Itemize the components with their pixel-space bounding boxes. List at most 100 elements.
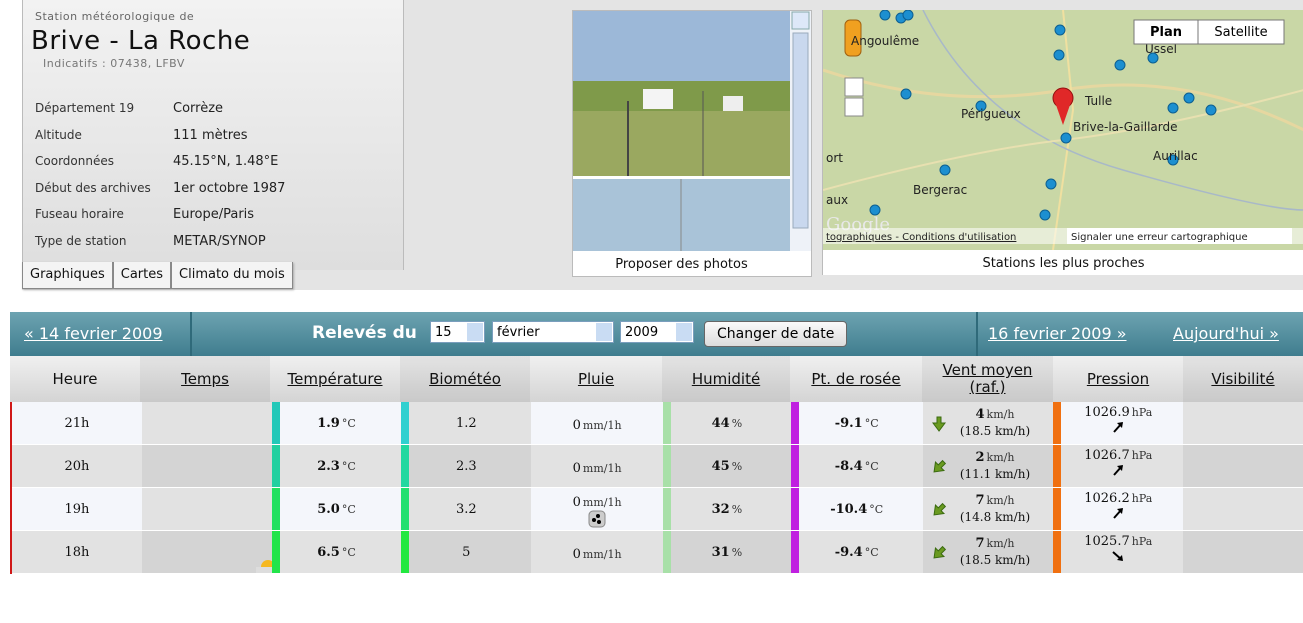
color-bar bbox=[791, 445, 799, 487]
column-header[interactable]: Pluie bbox=[530, 356, 662, 402]
column-header[interactable]: Vent moyen (raf.) bbox=[922, 356, 1053, 402]
table-cell: -9.4°C bbox=[791, 531, 923, 574]
color-bar bbox=[1053, 445, 1061, 487]
place-label: ort bbox=[826, 151, 843, 165]
tab[interactable]: Climato du mois bbox=[171, 262, 293, 289]
column-header[interactable]: Temps bbox=[140, 356, 270, 402]
table-cell: 7km/h(18.5 km/h) bbox=[923, 531, 1054, 574]
wind-arrow-svg bbox=[931, 416, 947, 432]
biometeo: 1.2 bbox=[456, 416, 477, 431]
table-cell bbox=[142, 531, 272, 574]
table-cell: 5.0°C bbox=[272, 488, 402, 531]
color-bar bbox=[663, 402, 671, 444]
station-label: Station météorologique de bbox=[35, 10, 194, 23]
unit: % bbox=[732, 460, 742, 473]
place-label: Bergerac bbox=[913, 183, 967, 197]
map-report[interactable]: Signaler une erreur cartographique bbox=[1071, 232, 1248, 243]
map-button[interactable]: Satellite bbox=[1214, 25, 1267, 40]
map-terms[interactable]: tographiques - Conditions d'utilisation bbox=[826, 232, 1016, 243]
temperature: 1.9 bbox=[317, 416, 340, 431]
color-bar bbox=[272, 445, 280, 487]
table-cell: 1.2 bbox=[401, 402, 531, 445]
column-header: Heure bbox=[10, 356, 140, 402]
humidity: 45 bbox=[712, 459, 730, 474]
day-select[interactable]: 15 bbox=[430, 321, 485, 343]
column-header[interactable]: Pression bbox=[1053, 356, 1183, 402]
date-label: Relevés du bbox=[312, 323, 417, 343]
wind: 7 bbox=[976, 536, 985, 551]
table-cell: 32% bbox=[663, 488, 791, 531]
wind-arrow bbox=[931, 459, 947, 475]
month-select[interactable]: février bbox=[492, 321, 614, 343]
color-bar bbox=[272, 531, 280, 573]
rain-icon-svg bbox=[588, 510, 606, 528]
tab[interactable]: Graphiques bbox=[22, 262, 113, 289]
change-date-button[interactable]: Changer de date bbox=[704, 321, 847, 347]
column-header[interactable]: Température bbox=[270, 356, 400, 402]
color-bar bbox=[272, 488, 280, 530]
next-day-link[interactable]: 16 fevrier 2009 » bbox=[988, 324, 1127, 343]
place-label: Tulle bbox=[1084, 94, 1112, 108]
info-key: Fuseau horaire bbox=[35, 207, 173, 221]
temperature: 5.0 bbox=[317, 502, 340, 517]
pressure-trend-svg bbox=[1111, 463, 1125, 477]
date-nav: « 14 fevrier 2009 Relevés du 15 février … bbox=[10, 312, 1303, 356]
hour: 19h bbox=[64, 502, 89, 517]
column-header[interactable]: Humidité bbox=[662, 356, 790, 402]
hour: 18h bbox=[64, 545, 89, 560]
humidity: 44 bbox=[712, 416, 730, 431]
table-cell: 1026.2hPa bbox=[1053, 488, 1183, 531]
info-key: Type de station bbox=[35, 234, 173, 248]
table-cell: 20h bbox=[12, 445, 142, 488]
tab[interactable]: Cartes bbox=[113, 262, 171, 289]
prev-day-link[interactable]: « 14 fevrier 2009 bbox=[24, 324, 163, 343]
table-cell bbox=[142, 488, 272, 531]
color-bar bbox=[401, 445, 409, 487]
table-cell: -9.1°C bbox=[791, 402, 923, 445]
color-bar bbox=[791, 488, 799, 530]
info-key: Altitude bbox=[35, 128, 173, 142]
table-cell: 19h bbox=[12, 488, 142, 531]
gust: (18.5 km/h) bbox=[960, 552, 1030, 569]
temperature: 2.3 bbox=[317, 459, 340, 474]
map[interactable]: Angoulême Ussel Périgueux Tulle Brive-la… bbox=[823, 10, 1303, 250]
photo bbox=[573, 11, 811, 251]
gust: (18.5 km/h) bbox=[960, 423, 1030, 440]
unit: °C bbox=[342, 417, 356, 430]
unit: % bbox=[732, 546, 742, 559]
table-cell: 4km/h(18.5 km/h) bbox=[923, 402, 1054, 445]
pressure: 1026.7 bbox=[1084, 448, 1130, 463]
wind-line: 4km/h bbox=[960, 406, 1030, 423]
unit: hPa bbox=[1132, 535, 1153, 548]
year-select[interactable]: 2009 bbox=[620, 321, 694, 343]
biometeo: 5 bbox=[462, 545, 470, 560]
column-header[interactable]: Biométéo bbox=[400, 356, 530, 402]
rain: 0 bbox=[573, 418, 581, 433]
wind-arrow bbox=[931, 502, 947, 518]
table-cell bbox=[1183, 445, 1303, 488]
unit: hPa bbox=[1132, 449, 1153, 462]
map-button[interactable]: Plan bbox=[1150, 25, 1182, 40]
wind-block: 2km/h(11.1 km/h) bbox=[960, 449, 1030, 483]
column-header[interactable]: Visibilité bbox=[1183, 356, 1303, 402]
table-cell bbox=[1183, 488, 1303, 531]
info-value: 111 mètres bbox=[173, 128, 248, 143]
color-bar bbox=[663, 531, 671, 573]
unit: °C bbox=[865, 417, 879, 430]
unit: °C bbox=[342, 460, 356, 473]
table-cell: 18h bbox=[12, 531, 142, 574]
photo-caption[interactable]: Proposer des photos bbox=[573, 257, 790, 272]
unit: hPa bbox=[1132, 492, 1153, 505]
column-header[interactable]: Pt. de rosée bbox=[790, 356, 922, 402]
today-link[interactable]: Aujourd'hui » bbox=[1173, 324, 1279, 343]
